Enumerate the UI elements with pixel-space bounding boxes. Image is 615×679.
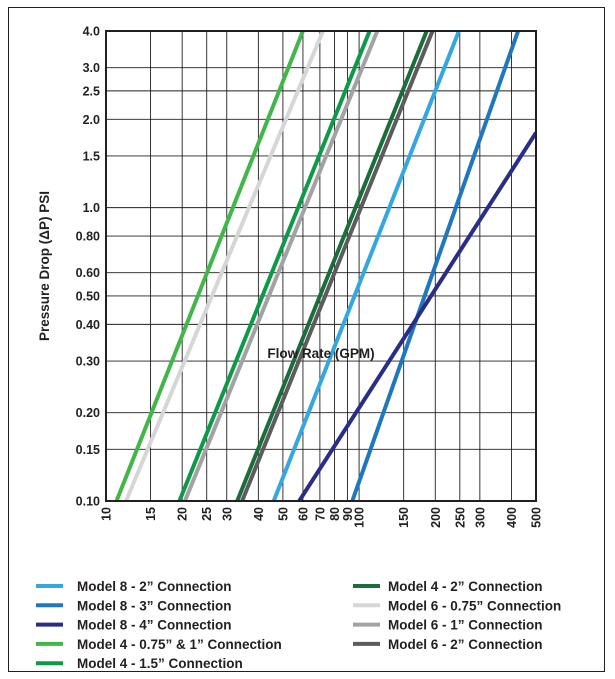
series-line-9 xyxy=(240,31,435,501)
plot-border xyxy=(105,30,537,502)
series-line-2 xyxy=(350,31,520,501)
legend-label: Model 4 - 1.5” Connection xyxy=(77,656,243,671)
x-tick-label: 90 xyxy=(341,507,355,521)
x-tick-label: 50 xyxy=(276,507,290,521)
x-tick-label: 10 xyxy=(100,507,114,521)
x-tick-label: 70 xyxy=(313,507,327,521)
series-line-8 xyxy=(183,31,380,501)
legend-label: Model 8 - 2” Connection xyxy=(77,579,232,594)
y-tick-label: 4.0 xyxy=(83,25,100,39)
legend-label: Model 6 - 0.75” Connection xyxy=(388,598,561,613)
chart-series xyxy=(114,31,536,501)
series-line-1 xyxy=(271,31,461,501)
x-tick-label: 150 xyxy=(397,507,411,528)
x-tick-label: 400 xyxy=(505,507,519,528)
x-tick-label: 25 xyxy=(200,507,214,521)
series-line-3 xyxy=(297,131,536,501)
y-tick-label: 1.0 xyxy=(83,201,100,215)
x-tick-label: 250 xyxy=(453,507,467,528)
legend-label: Model 4 - 2” Connection xyxy=(388,579,543,594)
y-tick-label: 0.80 xyxy=(76,230,100,244)
y-tick-label: 2.0 xyxy=(83,113,100,127)
x-tick-label: 100 xyxy=(353,507,367,528)
chart-legend: Model 8 - 2” Connection Model 8 - 3” Conn… xyxy=(36,579,561,671)
y-axis-ticks: 0.10 0.15 0.20 0.30 0.40 0.50 0.60 0.80 1.0 1.5 2.… xyxy=(76,25,100,509)
y-tick-label: 0.50 xyxy=(76,289,100,303)
x-tick-label: 20 xyxy=(176,507,190,521)
legend-label: Model 4 - 0.75” & 1” Connection xyxy=(77,637,282,652)
series-line-5 xyxy=(177,31,372,501)
legend-label: Model 6 - 2” Connection xyxy=(388,637,543,652)
y-tick-label: 0.20 xyxy=(76,406,100,420)
series-line-4 xyxy=(114,31,305,501)
series-line-6 xyxy=(235,31,429,501)
y-tick-label: 0.15 xyxy=(76,443,100,457)
x-tick-label: 60 xyxy=(296,507,310,521)
x-tick-label: 15 xyxy=(144,507,158,521)
legend-label: Model 8 - 4” Connection xyxy=(77,618,232,633)
x-tick-label: 30 xyxy=(220,507,234,521)
legend-label: Model 8 - 3” Connection xyxy=(77,598,232,613)
x-tick-label: 500 xyxy=(530,507,544,528)
y-tick-label: 2.5 xyxy=(83,84,100,98)
x-tick-label: 40 xyxy=(252,507,266,521)
chart-grid xyxy=(105,30,537,502)
y-tick-label: 1.5 xyxy=(83,149,100,163)
x-axis-title: Flow Rate (GPM) xyxy=(267,346,374,361)
y-tick-label: 0.30 xyxy=(76,355,100,369)
y-tick-label: 0.10 xyxy=(76,495,100,509)
x-tick-label: 200 xyxy=(429,507,443,528)
y-tick-label: 0.60 xyxy=(76,266,100,280)
y-tick-label: 3.0 xyxy=(83,61,100,75)
legend-label: Model 6 - 1” Connection xyxy=(388,618,543,633)
series-line-7 xyxy=(124,31,325,501)
y-tick-label: 0.40 xyxy=(76,318,100,332)
x-tick-label: 80 xyxy=(328,507,342,521)
y-axis-title: Pressure Drop (ΔP) PSI xyxy=(37,191,52,341)
chart-frame xyxy=(8,7,605,672)
x-tick-label: 300 xyxy=(473,507,487,528)
